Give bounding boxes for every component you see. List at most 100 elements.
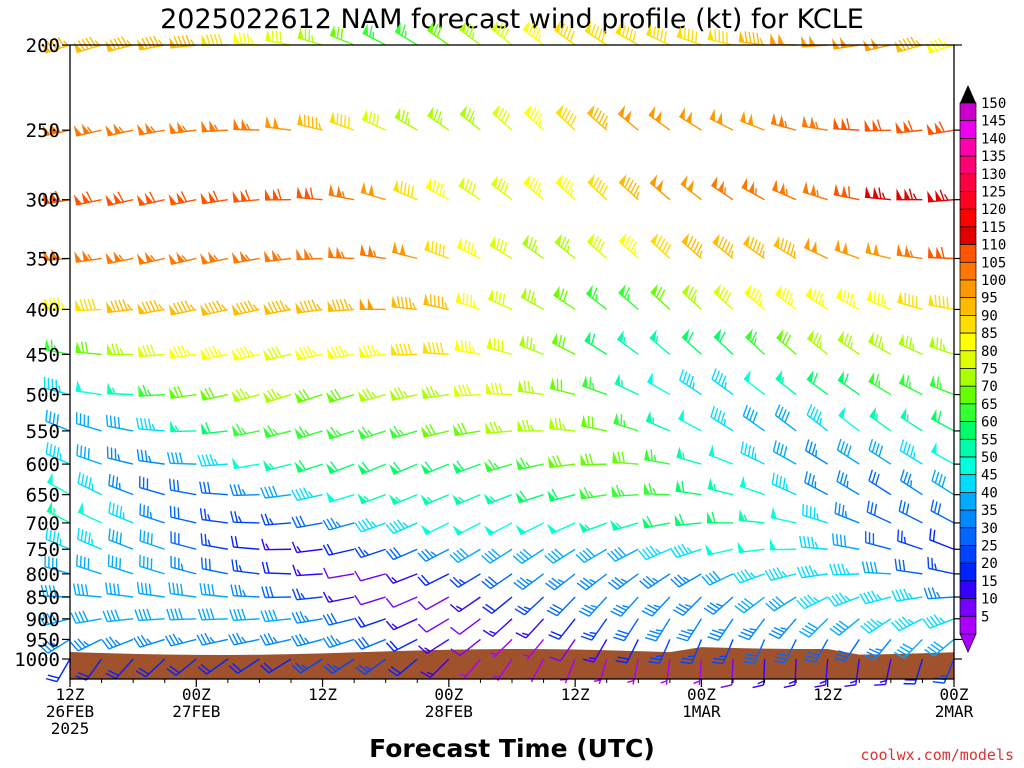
wind-barb bbox=[617, 105, 639, 131]
wind-barb bbox=[420, 522, 450, 536]
x-tick-label: 2025 bbox=[51, 719, 90, 738]
wind-barb bbox=[713, 328, 734, 355]
wind-barb bbox=[834, 502, 860, 524]
wind-barb bbox=[323, 567, 355, 579]
wind-barb bbox=[894, 558, 923, 575]
wind-barb bbox=[357, 426, 386, 440]
wind-barb bbox=[868, 371, 892, 396]
wind-barb bbox=[423, 293, 450, 311]
wind-barb bbox=[393, 179, 418, 201]
x-tick-label: 12Z bbox=[308, 685, 337, 704]
wind-barb bbox=[200, 300, 229, 316]
wind-barb bbox=[771, 472, 797, 496]
wind-barb bbox=[741, 177, 765, 201]
wind-barb bbox=[796, 565, 828, 579]
wind-barb bbox=[713, 283, 734, 310]
wind-barb bbox=[866, 500, 892, 524]
wind-barb bbox=[553, 285, 576, 311]
colorbar-swatch bbox=[959, 191, 977, 210]
colorbar-label: 20 bbox=[981, 556, 998, 572]
wind-barb bbox=[231, 559, 260, 575]
wind-barb bbox=[260, 485, 292, 499]
wind-barb bbox=[929, 374, 955, 396]
wind-barb bbox=[555, 174, 576, 201]
wind-barb bbox=[200, 190, 228, 205]
colorbar-label: 30 bbox=[981, 521, 998, 537]
y-tick-label: 400 bbox=[26, 299, 60, 321]
y-tick-label: 350 bbox=[26, 248, 60, 270]
wind-barb bbox=[136, 251, 165, 265]
y-tick-label: 450 bbox=[26, 344, 60, 366]
wind-barb bbox=[449, 596, 481, 613]
wind-barb bbox=[75, 412, 102, 432]
source-credit: coolwx.com/models bbox=[860, 746, 1014, 764]
wind-barb bbox=[483, 459, 513, 473]
wind-barb bbox=[740, 441, 765, 465]
wind-barb bbox=[385, 547, 418, 561]
wind-barb bbox=[772, 440, 797, 465]
wind-barb bbox=[326, 426, 355, 440]
wind-barb bbox=[46, 501, 71, 524]
wind-barb bbox=[798, 618, 829, 638]
wind-barb bbox=[898, 499, 923, 524]
wind-barb bbox=[670, 573, 702, 588]
wind-barb bbox=[292, 564, 323, 577]
wind-barb bbox=[613, 618, 639, 642]
y-tick-label: 200 bbox=[26, 35, 60, 57]
wind-barb bbox=[136, 191, 165, 207]
wind-barb bbox=[139, 503, 165, 524]
wind-barb bbox=[927, 556, 955, 575]
wind-barb bbox=[676, 446, 702, 465]
wind-barb bbox=[260, 658, 292, 674]
wind-barb bbox=[587, 173, 609, 201]
colorbar-swatch bbox=[959, 509, 977, 529]
wind-barb bbox=[900, 407, 923, 432]
wind-barb bbox=[453, 384, 481, 397]
colorbar-swatch bbox=[959, 615, 977, 635]
wind-barb bbox=[833, 639, 860, 662]
wind-barb bbox=[485, 382, 513, 396]
colorbar-label: 80 bbox=[981, 344, 998, 360]
wind-barb bbox=[802, 181, 828, 201]
wind-barb bbox=[732, 568, 765, 584]
wind-barb bbox=[515, 457, 544, 471]
wind-barb bbox=[776, 328, 797, 355]
wind-barb bbox=[362, 23, 387, 46]
wind-barb bbox=[43, 297, 71, 311]
wind-barb bbox=[105, 36, 134, 53]
wind-barb bbox=[865, 241, 892, 260]
wind-barb bbox=[578, 521, 607, 533]
wind-barb bbox=[327, 298, 355, 313]
wind-barb bbox=[773, 235, 797, 260]
wind-barb bbox=[803, 639, 829, 663]
wind-barb bbox=[803, 237, 829, 260]
wind-barb bbox=[385, 638, 418, 652]
wind-barb bbox=[903, 658, 924, 685]
wind-barb bbox=[649, 329, 671, 355]
wind-barb bbox=[233, 31, 260, 46]
wind-barb bbox=[806, 404, 829, 432]
wind-barb bbox=[802, 503, 828, 524]
wind-barb bbox=[638, 545, 671, 561]
wind-barb bbox=[296, 186, 323, 201]
wind-barb bbox=[783, 658, 797, 689]
wind-barb bbox=[927, 189, 955, 203]
colorbar-swatch bbox=[959, 155, 977, 175]
wind-barb bbox=[922, 614, 955, 629]
wind-barb bbox=[329, 25, 355, 46]
wind-barb bbox=[515, 522, 544, 536]
wind-barb bbox=[799, 535, 828, 550]
wind-barb bbox=[197, 608, 228, 621]
wind-barb bbox=[108, 528, 134, 550]
wind-barbs bbox=[38, 20, 955, 689]
wind-barb bbox=[230, 584, 260, 598]
wind-barb bbox=[897, 291, 923, 311]
wind-barb bbox=[483, 493, 513, 505]
wind-barb bbox=[139, 554, 165, 575]
wind-barb bbox=[45, 409, 71, 432]
wind-barb bbox=[737, 541, 765, 554]
y-tick-label: 1000 bbox=[14, 649, 60, 671]
wind-barb bbox=[200, 533, 228, 550]
wind-barb bbox=[610, 519, 639, 531]
